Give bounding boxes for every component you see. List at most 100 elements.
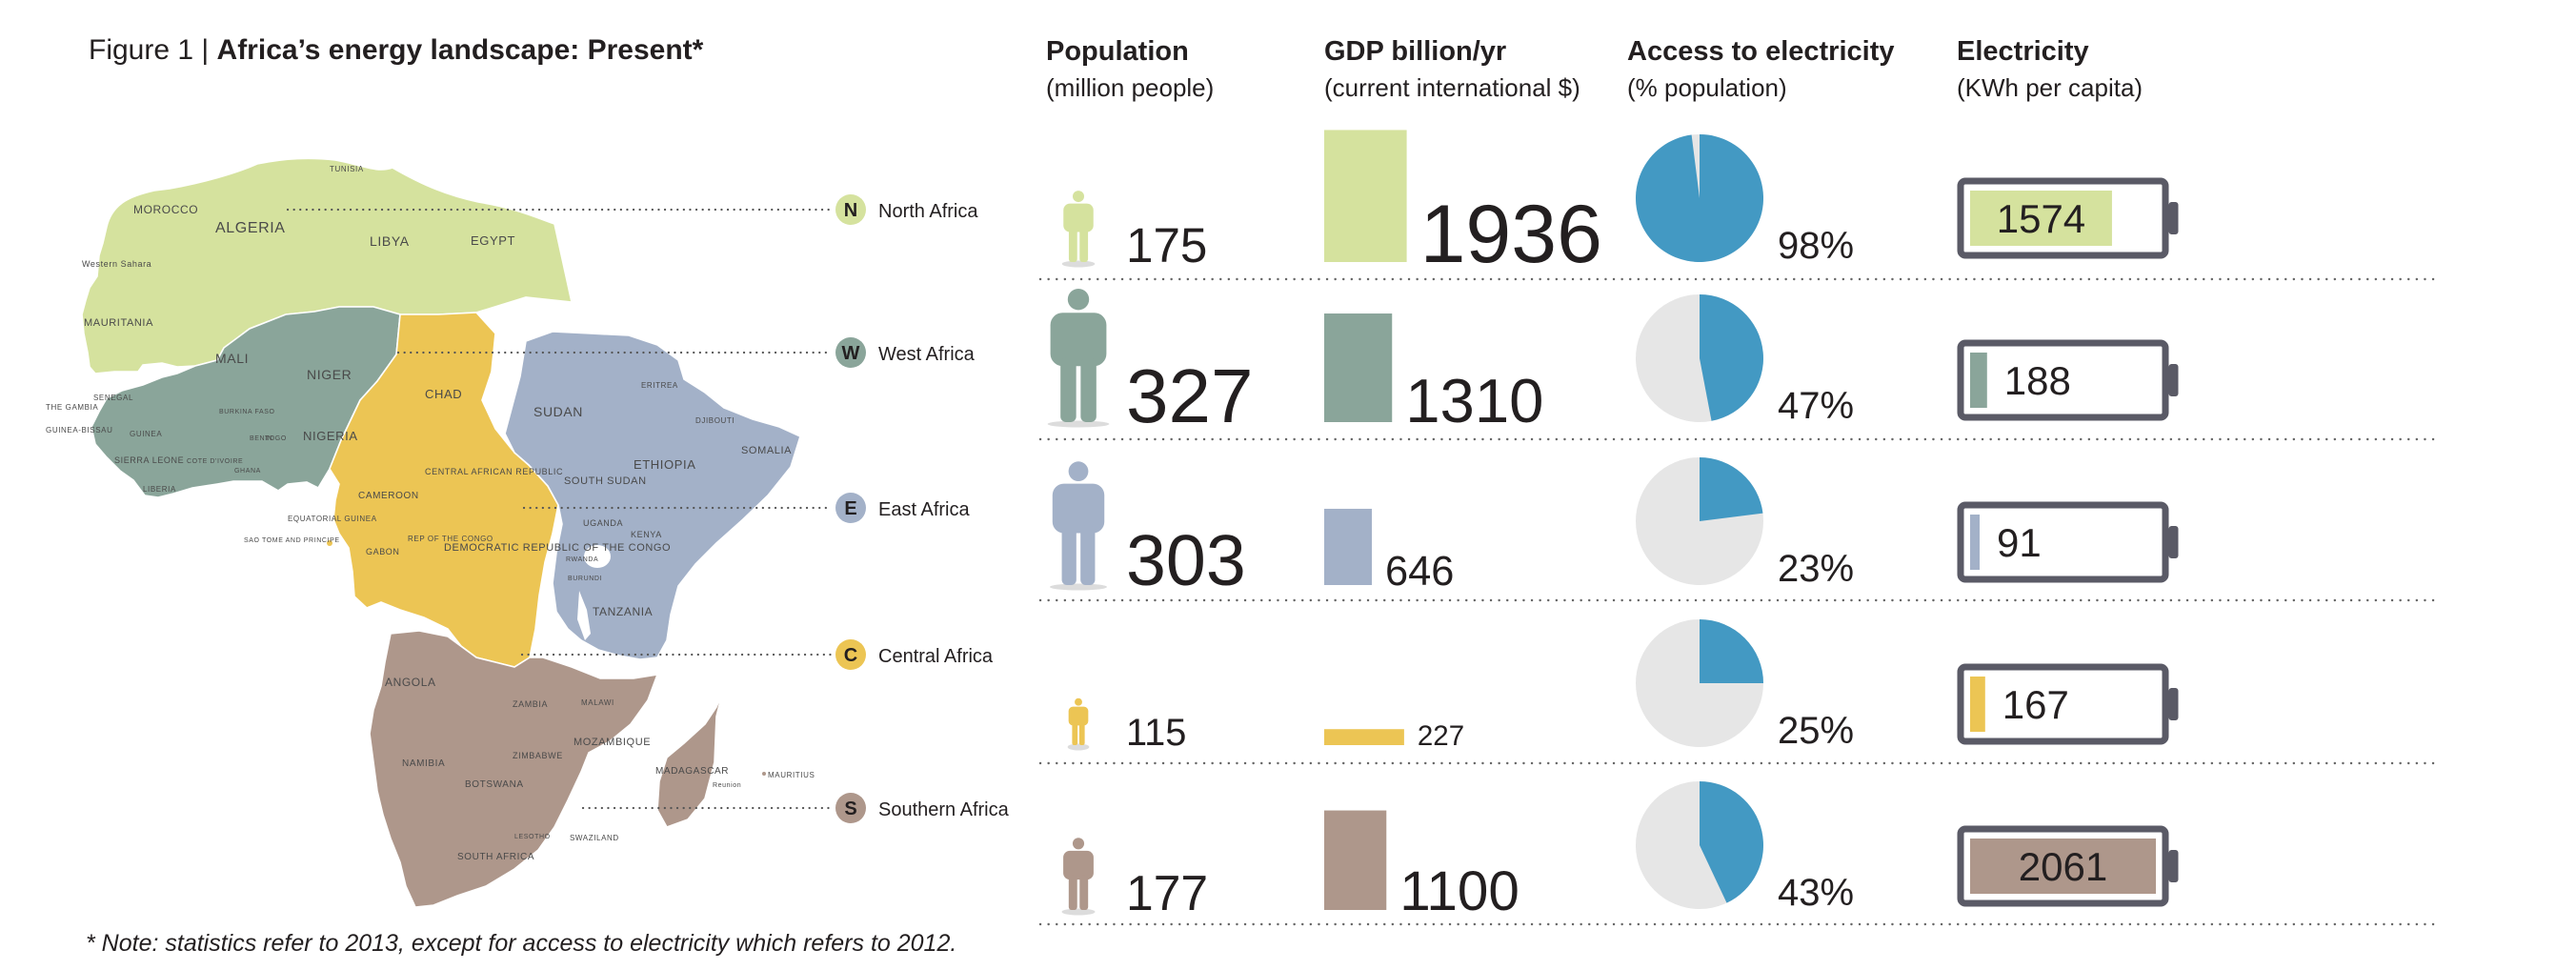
battery-terminal: [2168, 202, 2179, 234]
map-island-mauritius: [762, 772, 766, 776]
person-body: [1052, 483, 1105, 534]
person-head: [1075, 697, 1082, 706]
map-label: MAURITANIA: [84, 317, 153, 329]
battery-level: [1970, 677, 1985, 732]
battery-level: [1970, 515, 1980, 570]
map-label: GUINEA: [130, 430, 162, 438]
footnote: * Note: statistics refer to 2013, except…: [86, 930, 957, 957]
access-value: 98%: [1778, 225, 1854, 267]
map-label: ZIMBABWE: [513, 751, 563, 760]
access-value: 23%: [1778, 548, 1854, 590]
electricity-header: Electricity (KWh per capita): [1957, 36, 2143, 103]
map-label: TOGO: [265, 435, 287, 442]
map-label: BURUNDI: [568, 576, 602, 582]
person-leg: [1080, 357, 1097, 422]
region-code: N: [844, 200, 857, 221]
electricity-subtitle: (KWh per capita): [1957, 73, 2143, 102]
map-label: Reunion: [713, 782, 741, 789]
gdp-value: 227: [1418, 720, 1464, 752]
battery-shell: [1957, 501, 2169, 583]
battery: 1574: [1957, 177, 2179, 259]
person-leg: [1079, 228, 1089, 262]
person-head: [1073, 191, 1084, 203]
person-leg: [1079, 875, 1089, 910]
map-label: NAMIBIA: [402, 758, 445, 769]
person-icon: [1047, 289, 1110, 428]
map-label: ZAMBIA: [513, 699, 548, 709]
person-icon: [1067, 697, 1090, 751]
map-label: UGANDA: [583, 518, 623, 528]
region-name: Southern Africa: [878, 799, 1010, 820]
map-label: BENIN: [250, 435, 272, 442]
person-head: [1068, 461, 1089, 482]
gdp-value: 1100: [1399, 860, 1519, 922]
map-label: TUNISIA: [330, 165, 364, 173]
person-leg: [1080, 525, 1096, 585]
electricity-value: 1574: [1997, 196, 2085, 241]
map-label: BOTSWANA: [465, 779, 524, 790]
map-label: GABON: [366, 547, 400, 556]
electricity-title: Electricity: [1957, 36, 2089, 67]
region-marker-w: [835, 337, 866, 368]
battery-terminal: [2168, 688, 2179, 720]
map-label: SWAZILAND: [570, 834, 619, 842]
population-value: 327: [1126, 354, 1253, 438]
map-label: Western Sahara: [82, 259, 151, 269]
access-pie-slice: [1700, 294, 1763, 421]
person-leg: [1060, 357, 1077, 422]
map-label: SOUTH SUDAN: [564, 475, 647, 487]
map-label: SAO TOME AND PRINCIPE: [244, 537, 340, 544]
map-label: CAMEROON: [358, 491, 419, 501]
population-subtitle: (million people): [1046, 73, 1215, 102]
person-shadow: [1050, 583, 1107, 591]
person-shadow: [1061, 260, 1096, 268]
person-shadow: [1067, 743, 1090, 751]
person-leg: [1068, 875, 1077, 910]
population-value: 177: [1126, 865, 1208, 920]
map-label: NIGER: [307, 367, 352, 382]
person-body: [1068, 706, 1089, 726]
person-body: [1063, 203, 1094, 232]
access-pie-slice: [1636, 134, 1764, 262]
map-label: CENTRAL AFRICAN REPUBLIC: [425, 467, 563, 476]
person-shadow: [1047, 420, 1110, 428]
map-label: DJIBOUTI: [695, 416, 735, 425]
map-madagascar: [656, 693, 723, 828]
map-label: SIERRA LEONE: [114, 455, 184, 465]
map-label: CHAD: [425, 387, 462, 401]
person-icon: [1061, 191, 1096, 268]
gdp-title: GDP billion/yr: [1324, 36, 1507, 67]
map-label: SOMALIA: [741, 445, 792, 456]
gdp-header: GDP billion/yr (current international $): [1324, 36, 1580, 103]
population-value: 303: [1126, 520, 1246, 600]
battery-level: [1970, 191, 2112, 246]
battery-terminal: [2168, 850, 2179, 882]
gdp-bar: [1324, 313, 1393, 422]
battery-shell: [1957, 663, 2169, 745]
region-marker-n: [835, 194, 866, 225]
region-code: E: [844, 498, 856, 519]
battery: 188: [1957, 339, 2179, 421]
map-label: REP OF THE CONGO: [408, 535, 493, 543]
access-pie-slice: [1700, 781, 1763, 903]
population-title: Population: [1046, 36, 1189, 67]
battery-terminal: [2168, 526, 2179, 558]
map-label: LIBERIA: [143, 485, 176, 494]
battery-terminal: [2168, 364, 2179, 396]
person-leg: [1072, 722, 1078, 745]
map-label: MALI: [215, 351, 249, 366]
access-title: Access to electricity: [1627, 36, 1895, 67]
map-region-east: [504, 331, 801, 660]
map-lake-tanganyika: [577, 591, 591, 640]
battery-level: [1970, 839, 2156, 894]
map-label: ALGERIA: [215, 220, 286, 236]
person-body: [1050, 313, 1107, 367]
map-label: TANZANIA: [593, 605, 653, 618]
access-subtitle: (% population): [1627, 73, 1787, 102]
region-marker-e: [835, 493, 866, 523]
electricity-value: 91: [1997, 520, 2042, 565]
battery: 2061: [1957, 825, 2179, 907]
figure-number: Figure 1 |: [89, 34, 217, 66]
region-marker-s: [835, 793, 866, 823]
gdp-value: 1310: [1405, 366, 1543, 435]
